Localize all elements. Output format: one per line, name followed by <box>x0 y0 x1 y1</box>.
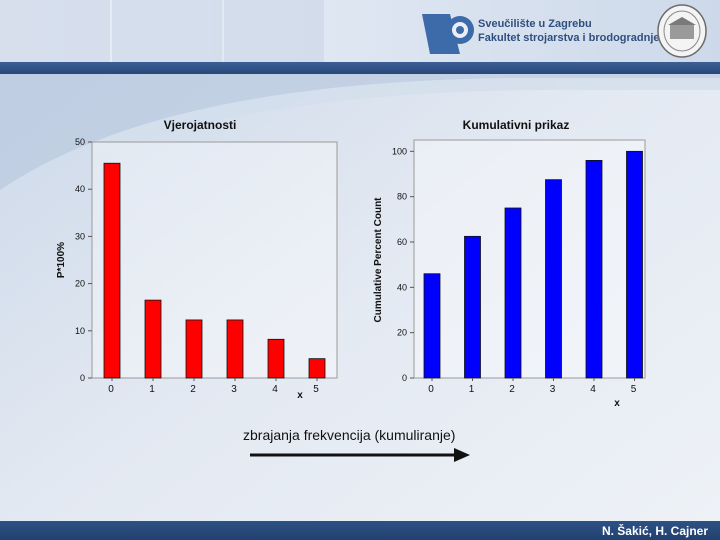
x-tick-label: 0 <box>108 384 114 395</box>
y-tick-label: 20 <box>75 279 85 289</box>
footer: N. Šakić, H. Cajner <box>0 521 720 540</box>
y-tick-label: 0 <box>402 373 407 383</box>
y-tick-label: 20 <box>397 328 407 338</box>
x-tick-label: 2 <box>509 384 515 395</box>
y-tick-label: 50 <box>75 137 85 147</box>
bar <box>103 162 121 379</box>
y-tick-label: 100 <box>392 146 407 156</box>
y-tick-label: 80 <box>397 192 407 202</box>
x-axis-label: x <box>297 390 303 401</box>
y-tick-label: 10 <box>75 326 85 336</box>
x-tick-label: 3 <box>550 384 556 395</box>
caption: zbrajanja frekvencija (kumuliranje) <box>243 427 456 443</box>
x-tick-label: 3 <box>231 384 237 395</box>
header-block <box>224 0 324 62</box>
bar <box>545 179 562 379</box>
plot-frame <box>413 139 646 379</box>
y-tick-label: 40 <box>75 184 85 194</box>
bar <box>226 319 244 379</box>
faculty-name: Fakultet strojarstva i brodogradnje <box>478 32 660 44</box>
bar <box>267 338 285 379</box>
x-tick-label: 4 <box>272 384 278 395</box>
x-tick-label: 0 <box>428 384 434 395</box>
footer-authors: N. Šakić, H. Cajner <box>601 524 708 538</box>
bar <box>585 159 603 379</box>
y-tick-label: 30 <box>75 231 85 241</box>
bar <box>504 207 522 379</box>
bar <box>626 150 643 379</box>
bar <box>423 273 441 379</box>
plot-frame <box>91 141 338 379</box>
header <box>0 0 720 62</box>
x-tick-label: 4 <box>590 384 596 395</box>
x-tick-label: 5 <box>313 384 319 395</box>
university-name: Sveučilište u Zagrebu <box>478 18 592 30</box>
header-block <box>0 0 110 62</box>
bar <box>308 358 326 379</box>
y-tick-label: 60 <box>397 237 407 247</box>
x-tick-label: 1 <box>149 384 155 395</box>
x-tick-label: 2 <box>190 384 196 395</box>
y-axis-label: Cumulative Percent Count <box>373 197 384 323</box>
x-tick-label: 1 <box>469 384 475 395</box>
bar <box>464 235 481 379</box>
header-bar <box>0 62 720 74</box>
y-tick-label: 40 <box>397 282 407 292</box>
bar <box>185 319 203 379</box>
arrow-right-icon <box>250 448 470 462</box>
chart-title: Vjerojatnosti <box>164 118 237 132</box>
bar <box>144 299 162 379</box>
chart-title: Kumulativni prikaz <box>463 118 570 132</box>
x-axis-label: x <box>614 398 620 409</box>
university-seal-icon <box>657 4 707 58</box>
x-tick-label: 5 <box>631 384 637 395</box>
header-block <box>112 0 222 62</box>
university-logo-icon <box>422 14 474 54</box>
y-tick-label: 0 <box>80 373 85 383</box>
y-axis-label: P*100% <box>56 242 67 278</box>
